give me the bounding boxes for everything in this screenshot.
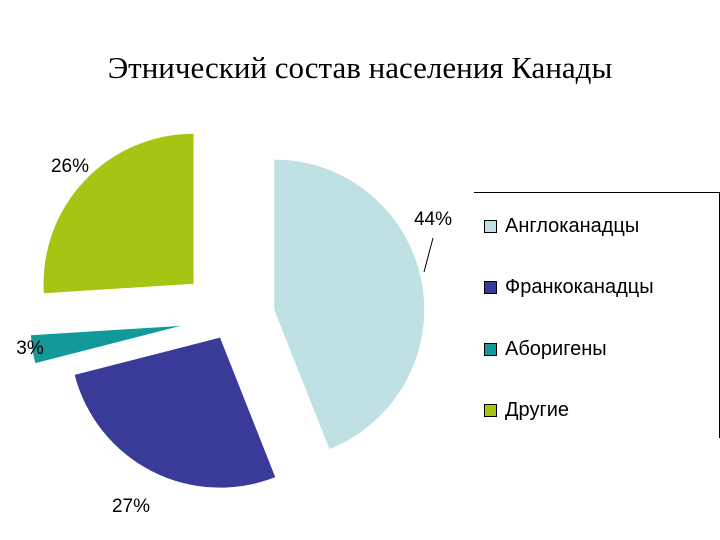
legend-item: Англоканадцы — [484, 215, 639, 238]
pie-slice-1 — [274, 159, 425, 450]
legend-swatch — [484, 281, 497, 294]
data-label: 3% — [16, 338, 44, 359]
data-label: 44% — [414, 209, 452, 230]
legend-item: Другие — [484, 399, 569, 422]
chart-title: Этнический состав населения Канады — [107, 50, 613, 85]
leader-line — [423, 237, 434, 273]
legend-label: Аборигены — [505, 338, 607, 360]
legend-item: Аборигены — [484, 338, 607, 361]
pie-slice-4 — [43, 133, 194, 294]
legend-swatch — [484, 404, 497, 417]
legend-item: Франкоканадцы — [484, 276, 654, 299]
legend-swatch — [484, 343, 497, 356]
pie-slice-3 — [30, 325, 181, 364]
pie-slice-2 — [74, 337, 276, 488]
legend-label: Другие — [505, 399, 570, 421]
legend-label: Англоканадцы — [505, 215, 640, 237]
data-label: 26% — [51, 156, 89, 177]
legend-swatch — [484, 220, 497, 233]
legend-label: Франкоканадцы — [505, 276, 654, 298]
data-label: 27% — [112, 496, 150, 517]
legend: Англоканадцы Франкоканадцы Аборигены Другие — [474, 192, 720, 438]
